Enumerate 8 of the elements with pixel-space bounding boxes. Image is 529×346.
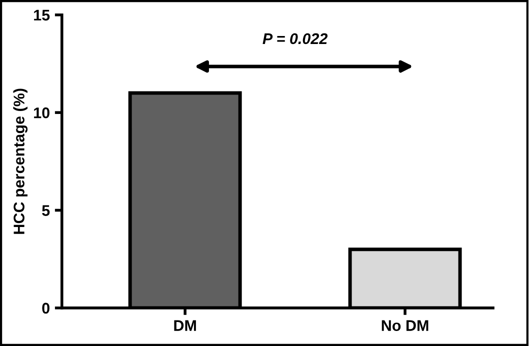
x-tick-label: No DM — [382, 320, 428, 331]
annotation: P = 0.022 — [262, 33, 328, 44]
x-tick-label: DM — [174, 320, 196, 331]
y-tick-label: 5 — [42, 205, 50, 216]
y-tick-label: 15 — [34, 10, 50, 21]
y-axis-title: HCC percentage (%) — [13, 88, 28, 234]
y-tick-label: 0 — [42, 302, 50, 314]
y-tick-label: 10 — [34, 107, 50, 118]
